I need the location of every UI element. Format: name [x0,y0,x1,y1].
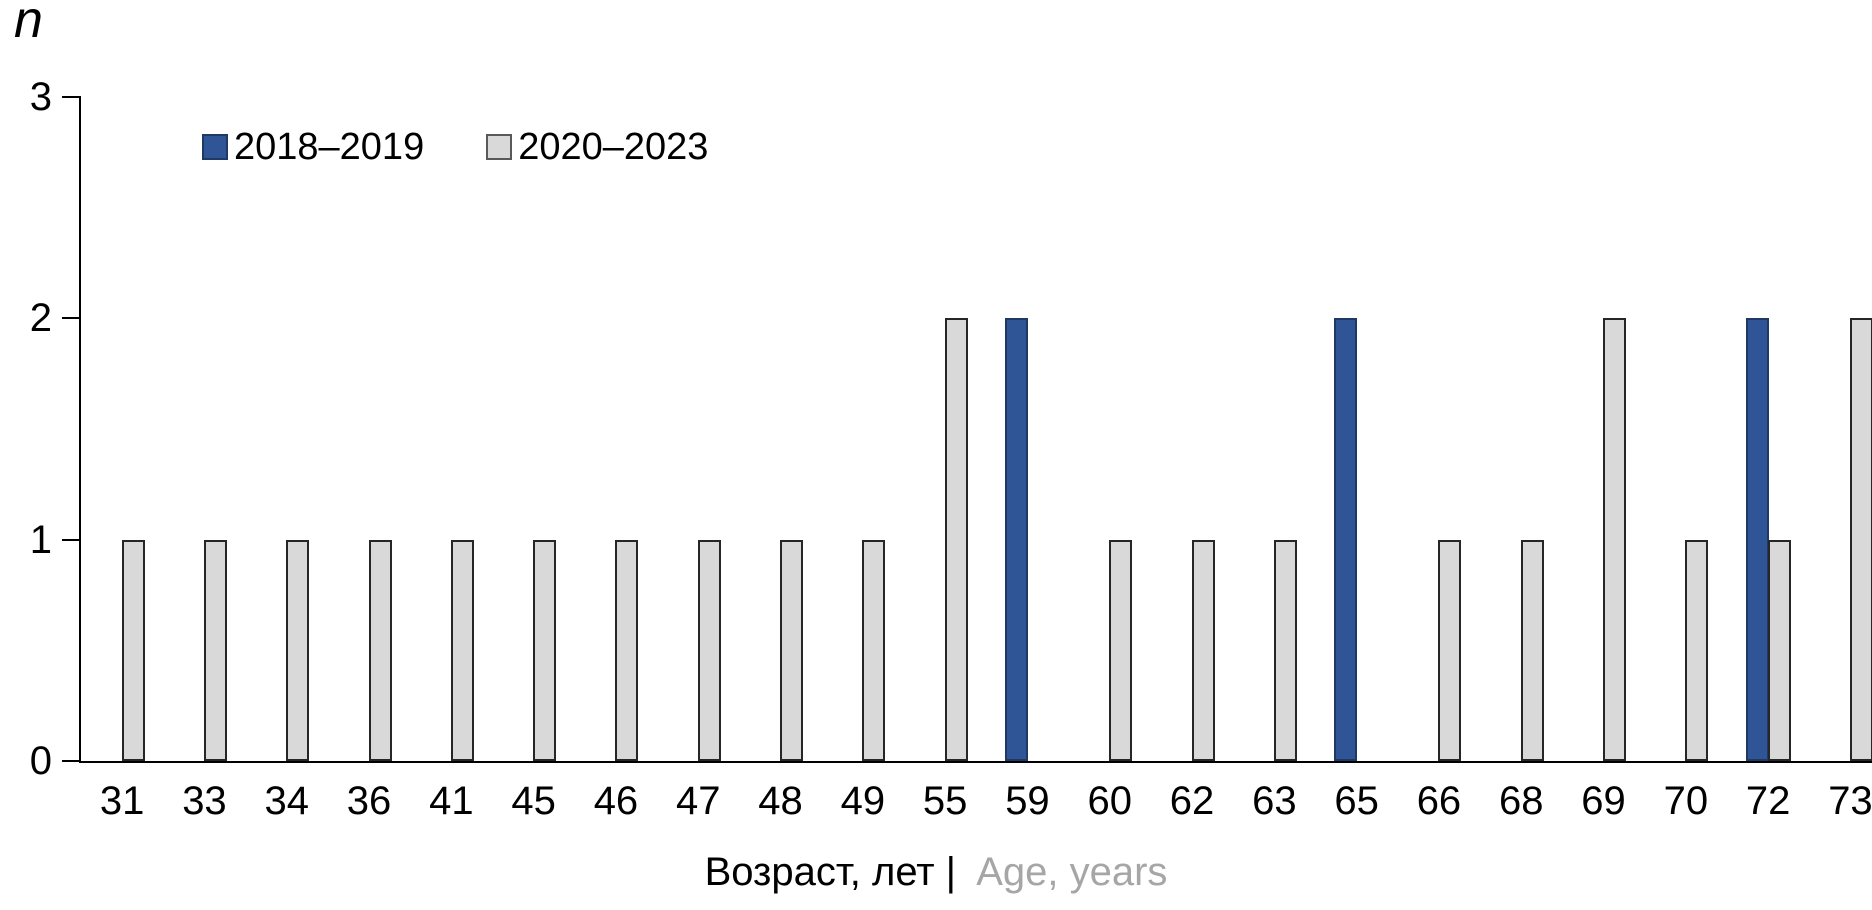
bar-2020-2023-age-34 [286,539,310,761]
x-axis-title-russian: Возраст, лет | [704,850,957,894]
x-tick-label: 62 [1169,779,1215,823]
x-tick-label: 73 [1828,779,1872,823]
x-axis-line [79,761,1872,763]
y-tick-label: 3 [29,74,52,119]
y-tick-mark [62,317,79,319]
legend: 2018–2019 2020–2023 [202,128,708,166]
x-tick-label: 33 [182,779,227,823]
legend-label-2020-2023: 2020–2023 [518,126,709,168]
bar-2020-2023-age-49 [862,539,886,761]
y-axis-title: n [14,0,43,49]
x-tick-label: 49 [840,779,886,823]
bar-2020-2023-age-45 [533,539,557,761]
bar-2018-2019-age-59 [1004,318,1028,761]
x-axis-title: Возраст, лет | Age, years [0,850,1872,894]
bar-2020-2023-age-41 [450,539,474,761]
x-tick-label: 69 [1581,779,1626,823]
x-tick-label: 36 [346,779,392,823]
y-tick-mark [62,538,79,541]
bar-2020-2023-age-73 [1849,318,1872,761]
x-tick-label: 34 [264,779,309,823]
bar-2020-2023-age-70 [1685,539,1709,761]
x-tick-label: 70 [1663,779,1709,823]
bar-2020-2023-age-36 [368,539,392,761]
x-tick-label: 65 [1334,779,1379,823]
y-tick-label: 1 [29,517,52,562]
y-tick-label: 2 [29,296,52,340]
x-tick-label: 48 [758,779,803,823]
x-tick-label: 63 [1252,779,1297,823]
legend-item-2018-2019: 2018–2019 [202,128,424,166]
x-tick-label: 66 [1416,779,1462,823]
bar-2020-2023-age-68 [1520,539,1544,761]
bar-2020-2023-age-72 [1767,539,1791,761]
legend-label-2018-2019: 2018–2019 [234,126,425,168]
y-tick-label: 0 [29,739,52,783]
x-tick-label: 72 [1745,779,1791,823]
x-tick-label: 68 [1498,779,1544,823]
x-tick-label: 46 [593,779,639,823]
x-tick-label: 55 [922,779,968,823]
bar-2020-2023-age-66 [1438,539,1462,761]
x-tick-label: 31 [99,779,145,823]
bar-2020-2023-age-55 [944,318,968,761]
x-tick-label: 47 [675,779,721,823]
bar-2020-2023-age-60 [1109,539,1133,761]
bar-2020-2023-age-48 [780,539,804,761]
x-axis-title-english: Age, years [976,850,1168,894]
bar-2020-2023-age-62 [1191,539,1215,761]
y-tick-mark [62,95,79,98]
bar-2020-2023-age-47 [697,539,721,761]
legend-item-2020-2023: 2020–2023 [486,128,708,166]
legend-swatch-2018-2019 [202,134,228,160]
bar-2020-2023-age-31 [121,539,145,761]
bar-2020-2023-age-69 [1603,318,1627,761]
bar-2020-2023-age-46 [615,539,639,761]
legend-swatch-2020-2023 [486,134,513,160]
y-tick-mark [62,760,79,762]
y-axis-line [79,96,81,763]
x-tick-label: 59 [1005,779,1050,823]
x-tick-label: 60 [1087,779,1132,823]
bar-2018-2019-age-65 [1334,318,1358,761]
bar-2018-2019-age-72 [1745,318,1769,761]
x-tick-label: 41 [429,779,474,823]
bar-2020-2023-age-33 [203,539,227,761]
bar-2020-2023-age-63 [1273,539,1297,761]
x-tick-label: 45 [511,779,556,823]
